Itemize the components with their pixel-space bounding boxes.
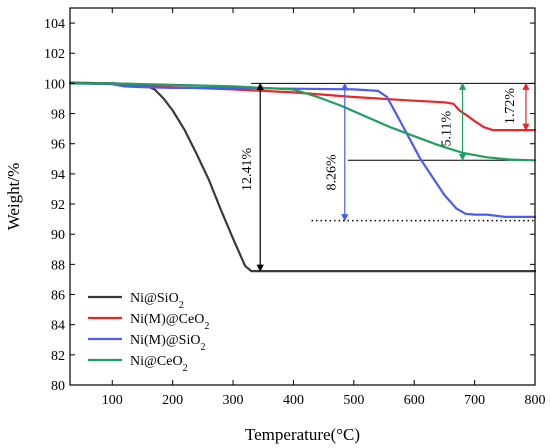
reference-lines [251, 82, 535, 222]
series-line-ni-ceo2 [68, 82, 537, 162]
x-tick-label: 100 [102, 393, 123, 408]
y-tick-label: 100 [44, 77, 65, 92]
axis-ticks: 100 200 300 400 500 600 700 800 80 82 84 86 88 90 92 94… [44, 8, 546, 408]
y-tick-label: 104 [44, 17, 65, 32]
y-tick-label: 98 [51, 108, 65, 123]
annotations: 12.41% 8.26% 5.11% 1.72% [240, 82, 530, 272]
annotation-label: 5.11% [439, 110, 454, 146]
y-tick-label: 86 [51, 289, 65, 304]
x-tick-label: 500 [343, 393, 364, 408]
y-tick-label: 90 [51, 228, 65, 243]
x-tick-label: 400 [283, 393, 304, 408]
series-line-ni-m-sio2 [68, 82, 537, 218]
y-tick-label: 96 [51, 138, 65, 153]
legend-label: Ni(M)@SiO2 [130, 333, 205, 353]
legend-label: Ni@CeO2 [130, 354, 188, 374]
y-axis-title: Weight/% [4, 163, 23, 231]
series-lines [68, 81, 537, 273]
y-tick-label: 102 [44, 47, 65, 62]
y-tick-label: 84 [51, 319, 65, 334]
series-line-ni-sio2 [68, 81, 537, 273]
y-tick-label: 92 [51, 198, 65, 213]
plot-frame [69, 7, 536, 386]
x-tick-label: 700 [464, 393, 485, 408]
series-line-ni-m-ceo2 [68, 82, 537, 132]
x-tick-label: 800 [525, 393, 546, 408]
x-axis-title: Temperature(°C) [245, 425, 360, 444]
y-tick-label: 88 [51, 258, 65, 273]
annotation-label: 12.41% [240, 147, 255, 191]
x-tick-label: 200 [162, 393, 183, 408]
y-tick-label: 80 [51, 379, 65, 394]
x-tick-label: 300 [223, 393, 244, 408]
y-tick-label: 82 [51, 349, 65, 364]
annotation-label: 1.72% [503, 88, 518, 125]
y-tick-label: 94 [51, 168, 65, 183]
x-tick-label: 600 [404, 393, 425, 408]
annotation-label: 8.26% [325, 154, 340, 191]
legend-label: Ni@SiO2 [130, 291, 184, 311]
legend-label: Ni(M)@CeO2 [130, 312, 209, 332]
